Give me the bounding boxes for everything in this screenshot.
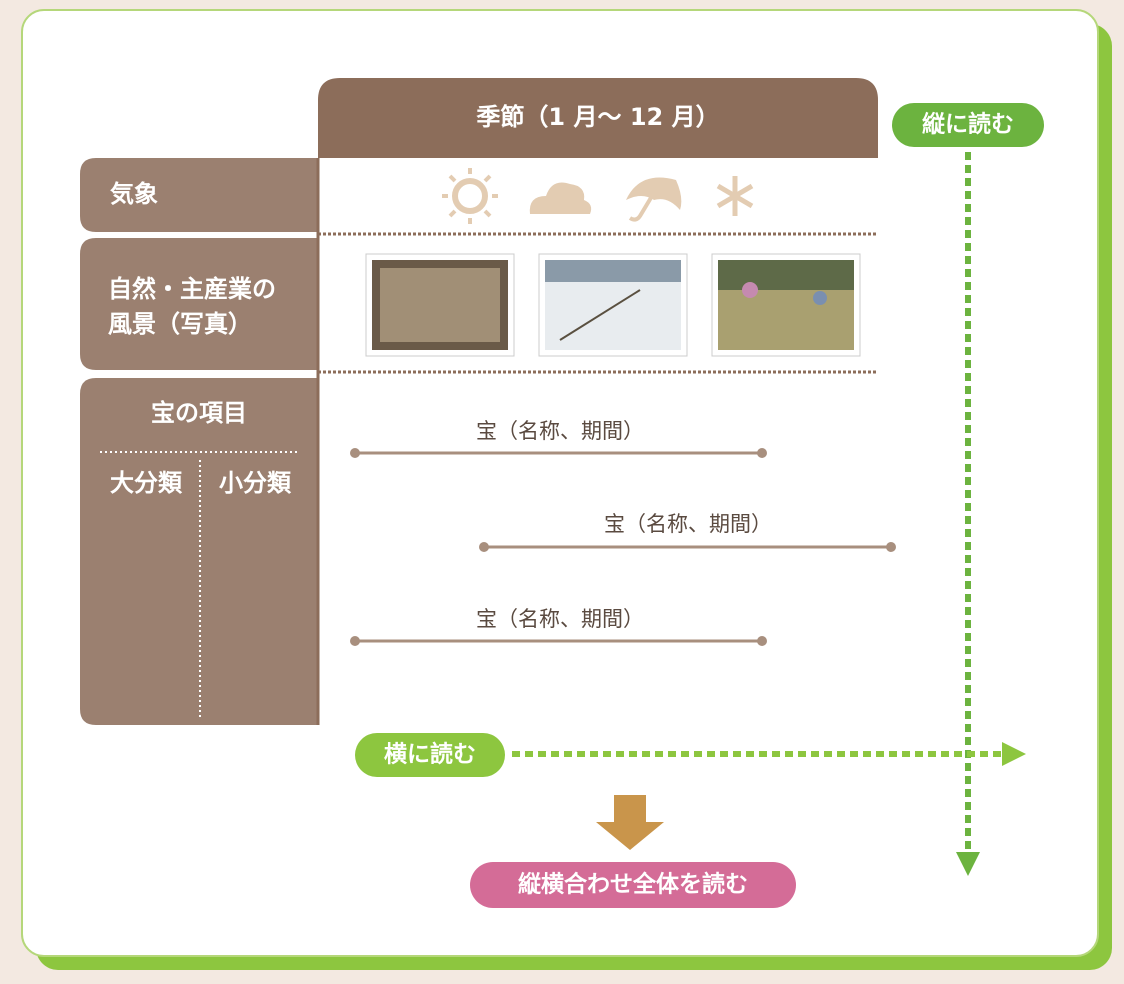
treasure-item: 宝（名称、期間） [476,419,644,443]
treasure-item: 宝（名称、期間） [476,607,644,631]
combined-label: 縦横合わせ全体を読む [518,871,748,898]
down-arrow [596,795,664,850]
period-end [479,542,489,552]
weather-icons [442,168,754,224]
photo [711,253,861,357]
weather-label: 気象 [110,180,158,208]
major-label: 大分類 [110,469,183,497]
period-end [350,448,360,458]
minor-label: 小分類 [219,469,292,497]
period-end [757,636,767,646]
photo [365,253,515,357]
horizontal-pill [355,733,505,777]
vertical-label: 縦に読む [922,111,1014,138]
photo [538,253,688,357]
treasure-label: 宝の項目 [151,399,247,427]
period-end [350,636,360,646]
season-title: 季節（1 月〜 12 月） [476,103,719,131]
horizontal-label: 横に読む [384,741,476,768]
arrow-head [956,852,980,876]
period-end [886,542,896,552]
landscape-box [80,238,318,370]
period-end [757,448,767,458]
landscape-label: 自然・主産業の [108,275,276,303]
landscape-label: 風景（写真） [108,310,252,338]
combined-pill [470,862,796,908]
vertical-pill [892,103,1044,147]
weather-box [80,158,318,232]
treasure-item: 宝（名称、期間） [604,512,772,536]
arrow-head [1002,742,1026,766]
season-header [318,78,878,158]
